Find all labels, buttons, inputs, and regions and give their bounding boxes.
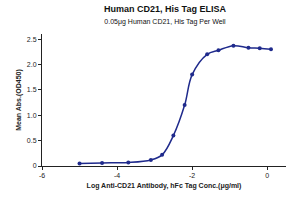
svg-text:-4: -4 bbox=[114, 172, 120, 179]
svg-text:1.0: 1.0 bbox=[27, 112, 37, 119]
svg-text:0: 0 bbox=[33, 162, 37, 169]
svg-text:1.5: 1.5 bbox=[27, 86, 37, 93]
svg-text:0.5: 0.5 bbox=[27, 137, 37, 144]
svg-text:-2: -2 bbox=[189, 172, 195, 179]
svg-text:Mean Abs.(OD450): Mean Abs.(OD450) bbox=[15, 69, 23, 131]
svg-text:-6: -6 bbox=[39, 172, 45, 179]
svg-text:2.5: 2.5 bbox=[27, 36, 37, 43]
svg-text:2.0: 2.0 bbox=[27, 61, 37, 68]
svg-text:Human CD21, His Tag ELISA0.05μ: Human CD21, His Tag ELISA0.05μg Human CD… bbox=[104, 4, 226, 26]
svg-text:0: 0 bbox=[265, 172, 269, 179]
svg-text:Log Anti-CD21 Antibody, hFc Ta: Log Anti-CD21 Antibody, hFc Tag Conc.(μg… bbox=[87, 182, 242, 190]
